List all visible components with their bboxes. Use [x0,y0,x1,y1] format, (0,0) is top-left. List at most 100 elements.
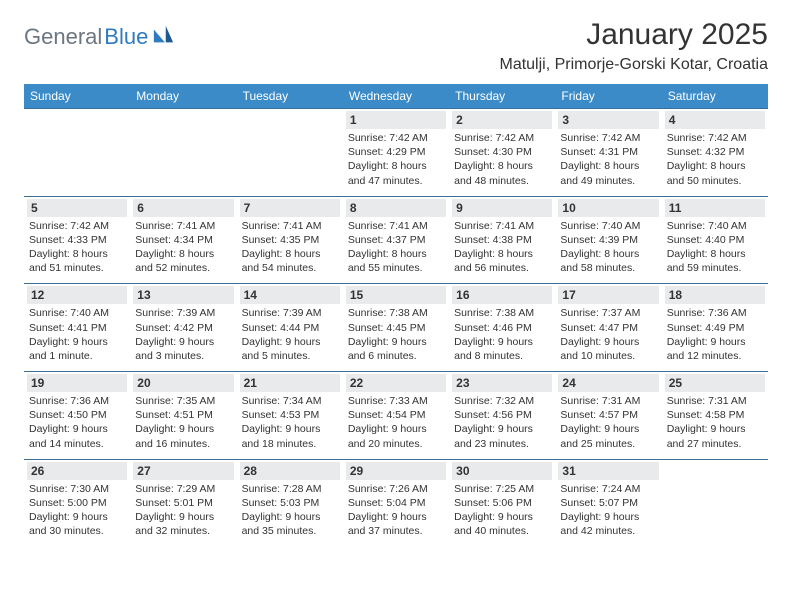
calendar-cell: 25Sunrise: 7:31 AMSunset: 4:58 PMDayligh… [662,371,768,459]
day-info: Sunrise: 7:42 AMSunset: 4:33 PMDaylight:… [27,219,127,276]
info-line: Daylight: 8 hours [29,247,125,261]
info-line: Daylight: 9 hours [454,335,550,349]
day-info: Sunrise: 7:42 AMSunset: 4:29 PMDaylight:… [346,131,446,188]
info-line: Sunset: 4:39 PM [560,233,656,247]
calendar-cell [130,108,236,196]
info-line: and 5 minutes. [242,349,338,363]
calendar-cell: 7Sunrise: 7:41 AMSunset: 4:35 PMDaylight… [237,196,343,284]
day-number: 29 [346,462,446,480]
info-line: Sunset: 4:56 PM [454,408,550,422]
calendar-cell: 24Sunrise: 7:31 AMSunset: 4:57 PMDayligh… [555,371,661,459]
day-header: Friday [555,84,661,108]
info-line: Daylight: 9 hours [242,422,338,436]
info-line: Sunrise: 7:35 AM [135,394,231,408]
info-line: Sunset: 4:32 PM [667,145,763,159]
day-number: 18 [665,286,765,304]
day-number: 6 [133,199,233,217]
calendar-page: General Blue January 2025 Matulji, Primo… [0,0,792,556]
calendar-cell: 28Sunrise: 7:28 AMSunset: 5:03 PMDayligh… [237,459,343,547]
day-number: 22 [346,374,446,392]
info-line: Daylight: 8 hours [135,247,231,261]
info-line: Sunset: 5:04 PM [348,496,444,510]
info-line: Daylight: 8 hours [560,159,656,173]
day-number: 2 [452,111,552,129]
calendar-cell [662,459,768,547]
info-line: Daylight: 9 hours [29,510,125,524]
info-line: and 14 minutes. [29,437,125,451]
info-line: and 50 minutes. [667,174,763,188]
day-info: Sunrise: 7:39 AMSunset: 4:44 PMDaylight:… [240,306,340,363]
calendar-cell: 17Sunrise: 7:37 AMSunset: 4:47 PMDayligh… [555,283,661,371]
info-line: Sunrise: 7:30 AM [29,482,125,496]
info-line: and 18 minutes. [242,437,338,451]
day-info: Sunrise: 7:31 AMSunset: 4:58 PMDaylight:… [665,394,765,451]
info-line: and 47 minutes. [348,174,444,188]
info-line: Sunset: 5:06 PM [454,496,550,510]
day-info: Sunrise: 7:34 AMSunset: 4:53 PMDaylight:… [240,394,340,451]
info-line: Sunrise: 7:36 AM [29,394,125,408]
info-line: and 23 minutes. [454,437,550,451]
day-info: Sunrise: 7:41 AMSunset: 4:35 PMDaylight:… [240,219,340,276]
day-number: 12 [27,286,127,304]
day-number: 28 [240,462,340,480]
calendar-cell: 27Sunrise: 7:29 AMSunset: 5:01 PMDayligh… [130,459,236,547]
info-line: Sunset: 4:46 PM [454,321,550,335]
info-line: Daylight: 9 hours [667,335,763,349]
info-line: Sunrise: 7:41 AM [348,219,444,233]
info-line: and 3 minutes. [135,349,231,363]
calendar-cell: 10 Sunrise: 7:40 AMSunset: 4:39 PMDayligh… [555,196,661,284]
day-number: 10 [558,199,658,217]
info-line: Daylight: 9 hours [667,422,763,436]
brand-logo: General Blue [24,18,174,50]
info-line: Sunset: 4:42 PM [135,321,231,335]
info-line: Sunset: 4:45 PM [348,321,444,335]
info-line: Daylight: 8 hours [560,247,656,261]
day-number: 31 [558,462,658,480]
day-info: Sunrise: 7:37 AMSunset: 4:47 PMDaylight:… [558,306,658,363]
info-line: Sunset: 4:34 PM [135,233,231,247]
info-line: and 54 minutes. [242,261,338,275]
info-line: Sunrise: 7:40 AM [560,219,656,233]
info-line: Sunset: 4:29 PM [348,145,444,159]
info-line: Sunrise: 7:42 AM [29,219,125,233]
calendar-cell: 19Sunrise: 7:36 AMSunset: 4:50 PMDayligh… [24,371,130,459]
day-info: Sunrise: 7:40 AMSunset: 4:41 PMDaylight:… [27,306,127,363]
calendar-cell: 21 Sunrise: 7:34 AMSunset: 4:53 PMDayligh… [237,371,343,459]
day-header: Tuesday [237,84,343,108]
info-line: and 8 minutes. [454,349,550,363]
info-line: Daylight: 9 hours [560,335,656,349]
day-info: Sunrise: 7:42 AMSunset: 4:30 PMDaylight:… [452,131,552,188]
calendar-cell: 5 Sunrise: 7:42 AMSunset: 4:33 PMDaylight… [24,196,130,284]
brand-part1: General [24,24,102,50]
day-header: Wednesday [343,84,449,108]
info-line: Sunrise: 7:36 AM [667,306,763,320]
info-line: and 6 minutes. [348,349,444,363]
info-line: Sunrise: 7:26 AM [348,482,444,496]
info-line: Sunrise: 7:32 AM [454,394,550,408]
day-info: Sunrise: 7:36 AMSunset: 4:50 PMDaylight:… [27,394,127,451]
day-number: 21 [240,374,340,392]
info-line: Sunset: 4:44 PM [242,321,338,335]
day-number: 30 [452,462,552,480]
day-number: 5 [27,199,127,217]
info-line: Sunrise: 7:28 AM [242,482,338,496]
info-line: Daylight: 9 hours [135,422,231,436]
calendar-cell: 20Sunrise: 7:35 AMSunset: 4:51 PMDayligh… [130,371,236,459]
info-line: and 12 minutes. [667,349,763,363]
info-line: Daylight: 9 hours [242,510,338,524]
info-line: Daylight: 9 hours [560,510,656,524]
info-line: and 1 minute. [29,349,125,363]
calendar-cell: 6Sunrise: 7:41 AMSunset: 4:34 PMDaylight… [130,196,236,284]
info-line: Sunset: 4:58 PM [667,408,763,422]
info-line: Sunrise: 7:40 AM [29,306,125,320]
calendar-cell: 26Sunrise: 7:30 AMSunset: 5:00 PMDayligh… [24,459,130,547]
day-info: Sunrise: 7:39 AMSunset: 4:42 PMDaylight:… [133,306,233,363]
day-number: 24 [558,374,658,392]
info-line: Sunrise: 7:42 AM [667,131,763,145]
info-line: Daylight: 9 hours [29,422,125,436]
location-text: Matulji, Primorje-Gorski Kotar, Croatia [499,56,768,74]
day-info: Sunrise: 7:33 AMSunset: 4:54 PMDaylight:… [346,394,446,451]
calendar-cell: 1Sunrise: 7:42 AMSunset: 4:29 PMDaylight… [343,108,449,196]
month-title: January 2025 [499,18,768,52]
info-line: Sunset: 4:47 PM [560,321,656,335]
